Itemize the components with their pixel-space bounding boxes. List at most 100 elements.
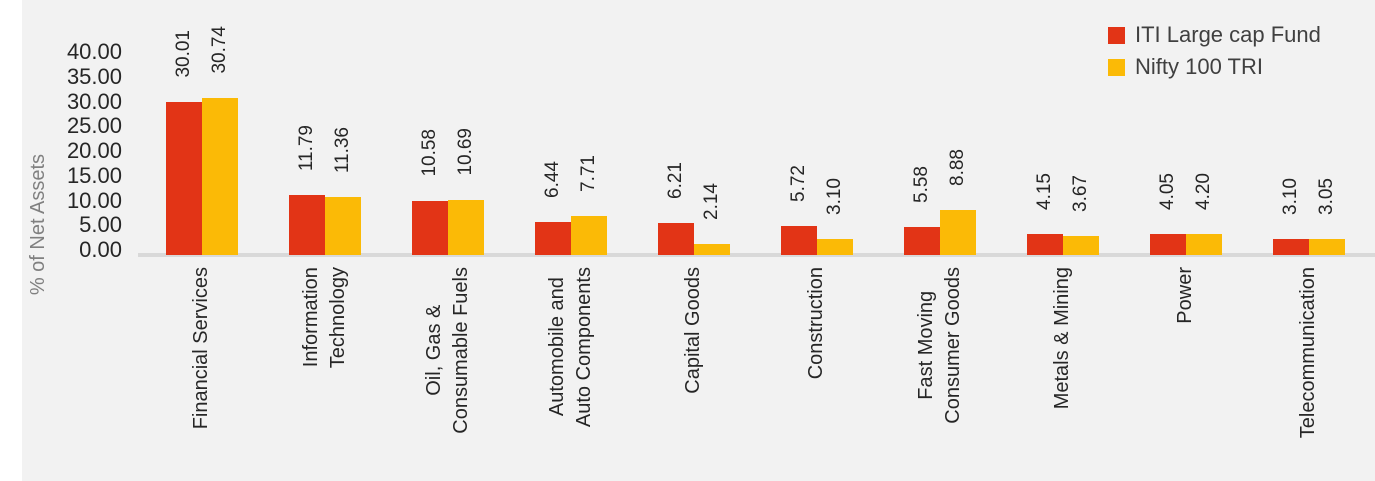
bar-with-label: 5.72	[780, 165, 817, 255]
bar	[411, 201, 448, 255]
bar-with-label: 8.88	[939, 149, 976, 255]
bar	[1149, 234, 1186, 255]
bar-with-label: 3.10	[1272, 178, 1309, 255]
bar-value-label: 4.15	[1033, 173, 1055, 210]
bar-with-label: 4.20	[1185, 173, 1222, 255]
bar-group: 4.05 4.20	[1124, 0, 1247, 255]
bar-with-label: 4.15	[1026, 173, 1063, 255]
bar-with-label: 7.71	[570, 155, 607, 255]
bar	[780, 226, 817, 255]
bar-with-label: 30.74	[201, 26, 238, 255]
y-tick-label: 30.00	[66, 88, 122, 114]
y-tick-label: 10.00	[66, 187, 122, 213]
bar-value-label: 6.44	[541, 161, 563, 198]
bar-value-label: 2.14	[700, 183, 722, 220]
bar-with-label: 5.58	[903, 166, 940, 255]
y-tick-label: 5.00	[79, 212, 122, 238]
bar	[816, 239, 853, 255]
legend-row: ITI Large cap Fund	[1108, 23, 1321, 47]
x-category-cell: Oil, Gas & Consumable Fuels	[386, 263, 509, 481]
legend-row: Nifty 100 TRI	[1108, 55, 1321, 79]
bar-group: 5.58 8.88	[878, 0, 1001, 255]
bar	[201, 98, 238, 255]
bar	[324, 197, 361, 255]
legend-label: ITI Large cap Fund	[1135, 22, 1321, 47]
bar-group: 6.21 2.14	[632, 0, 755, 255]
bar-value-label: 5.58	[910, 166, 932, 203]
bar	[1185, 234, 1222, 255]
x-category-cell: Construction	[755, 263, 878, 481]
y-tick-label: 0.00	[79, 237, 122, 262]
bar	[1308, 239, 1345, 255]
bar-with-label: 6.44	[534, 161, 571, 255]
x-category-label: Construction	[805, 267, 827, 380]
bar-value-label: 5.72	[787, 165, 809, 202]
y-tick-label: 20.00	[66, 138, 122, 163]
bar-value-label: 30.01	[172, 30, 194, 78]
bar	[1026, 234, 1063, 255]
bar-value-label: 11.79	[295, 124, 317, 171]
y-tick-label: 40.00	[66, 39, 122, 64]
bar-value-label: 7.71	[577, 155, 599, 192]
x-category-cell: Automobile and Auto Components	[509, 263, 632, 481]
bar-value-label: 11.36	[331, 126, 353, 173]
bar-value-label: 4.05	[1156, 173, 1178, 210]
x-category-label: Financial Services	[190, 267, 212, 430]
x-category-label: Capital Goods	[682, 267, 704, 394]
bar-with-label: 6.21	[657, 162, 694, 255]
bar	[903, 227, 940, 255]
bar	[1272, 239, 1309, 255]
bar-with-label: 30.01	[165, 30, 202, 255]
x-category-label: Metals & Mining	[1051, 267, 1073, 410]
bar-group: 11.79 11.36	[263, 0, 386, 255]
bar	[570, 216, 607, 255]
bar	[447, 200, 484, 255]
x-category-cell: Power	[1124, 263, 1247, 481]
x-category-label: Power	[1174, 267, 1196, 324]
x-category-cell: Metals & Mining	[1001, 263, 1124, 481]
bar-group: 6.44 7.71	[509, 0, 632, 255]
x-axis-category-labels: Financial Services Information Technology…	[140, 263, 1370, 481]
bar	[657, 223, 694, 255]
bar-value-label: 3.10	[1279, 178, 1301, 215]
left-margin	[0, 0, 22, 481]
y-tick-label: 35.00	[66, 63, 122, 89]
bar	[288, 195, 325, 255]
bar	[165, 102, 202, 255]
y-tick-label: 25.00	[66, 113, 122, 139]
bar-with-label: 2.14	[693, 183, 730, 255]
x-category-label: Telecommunication	[1297, 267, 1319, 439]
bar-group: 10.58 10.69	[386, 0, 509, 255]
x-category-label: Oil, Gas & Consumable Fuels	[422, 267, 472, 434]
legend: ITI Large cap Fund Nifty 100 TRI	[1108, 23, 1321, 79]
x-category-cell: Information Technology	[263, 263, 386, 481]
bar-value-label: 6.21	[664, 162, 686, 199]
bar	[939, 210, 976, 255]
x-axis-line	[138, 253, 1375, 257]
x-category-cell: Telecommunication	[1247, 263, 1370, 481]
bar-with-label: 11.36	[324, 126, 361, 255]
bar-value-label: 4.20	[1192, 173, 1214, 210]
bar-value-label: 30.74	[208, 26, 230, 74]
y-tick-label: 15.00	[66, 162, 122, 188]
x-category-cell: Fast Moving Consumer Goods	[878, 263, 1001, 481]
bar-with-label: 4.05	[1149, 173, 1186, 255]
bar-with-label: 3.10	[816, 178, 853, 255]
bar-value-label: 3.05	[1315, 178, 1337, 215]
bar-with-label: 10.58	[411, 129, 448, 255]
x-category-label: Fast Moving Consumer Goods	[914, 267, 964, 424]
y-axis-tick-labels: 40.00 35.00 30.00 25.00 20.00 15.00 10.00 5.00 0…	[0, 0, 122, 262]
legend-swatch	[1108, 58, 1125, 76]
bar-with-label: 3.05	[1308, 178, 1345, 255]
bar-value-label: 10.58	[418, 129, 440, 177]
bar-with-label: 10.69	[447, 128, 484, 255]
bar	[693, 244, 730, 255]
bar-value-label: 3.10	[823, 178, 845, 215]
x-category-label: Information Technology	[299, 267, 349, 369]
bar-group: 4.15 3.67	[1001, 0, 1124, 255]
x-category-label: Automobile and Auto Components	[545, 267, 595, 428]
bar-with-label: 3.67	[1062, 175, 1099, 255]
bar-group: 30.01 30.74	[140, 0, 263, 255]
bar-group: 5.72 3.10	[755, 0, 878, 255]
